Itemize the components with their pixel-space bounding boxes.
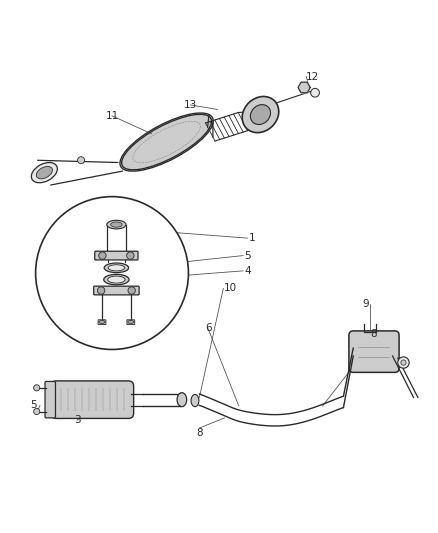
Text: 11: 11: [106, 111, 119, 121]
Ellipse shape: [32, 163, 57, 183]
Text: 9: 9: [362, 298, 369, 309]
Ellipse shape: [242, 96, 279, 133]
Text: 5: 5: [244, 251, 251, 261]
Text: 13: 13: [184, 100, 197, 110]
Text: 1: 1: [248, 233, 255, 243]
Text: 4: 4: [244, 266, 251, 276]
Ellipse shape: [191, 394, 199, 407]
Ellipse shape: [177, 393, 187, 407]
Circle shape: [127, 252, 134, 259]
Circle shape: [99, 252, 106, 259]
Ellipse shape: [108, 276, 125, 283]
Circle shape: [34, 385, 40, 391]
Circle shape: [78, 157, 85, 164]
FancyBboxPatch shape: [98, 320, 106, 325]
Text: 8: 8: [371, 329, 377, 339]
Polygon shape: [298, 82, 310, 93]
Ellipse shape: [104, 274, 129, 285]
Circle shape: [398, 357, 409, 368]
Ellipse shape: [108, 265, 125, 271]
Circle shape: [34, 408, 40, 415]
Ellipse shape: [107, 220, 126, 229]
FancyBboxPatch shape: [45, 382, 56, 418]
Text: 8: 8: [196, 429, 203, 438]
Circle shape: [128, 287, 135, 294]
Circle shape: [35, 197, 188, 350]
Text: 3: 3: [74, 415, 81, 425]
Ellipse shape: [99, 320, 105, 324]
Ellipse shape: [122, 114, 212, 170]
Circle shape: [311, 88, 319, 97]
Ellipse shape: [251, 104, 271, 125]
Ellipse shape: [128, 320, 134, 324]
FancyBboxPatch shape: [349, 331, 399, 373]
FancyBboxPatch shape: [51, 381, 134, 418]
Ellipse shape: [104, 263, 129, 272]
Text: 6: 6: [205, 324, 212, 334]
FancyBboxPatch shape: [127, 320, 135, 325]
Text: 10: 10: [223, 284, 237, 293]
Circle shape: [97, 287, 105, 294]
Ellipse shape: [36, 166, 53, 179]
FancyBboxPatch shape: [95, 251, 138, 260]
Text: 2: 2: [65, 271, 72, 281]
Text: 12: 12: [306, 71, 319, 82]
FancyBboxPatch shape: [94, 286, 139, 295]
Text: 5: 5: [30, 400, 37, 410]
Circle shape: [401, 360, 406, 365]
Ellipse shape: [111, 222, 122, 227]
